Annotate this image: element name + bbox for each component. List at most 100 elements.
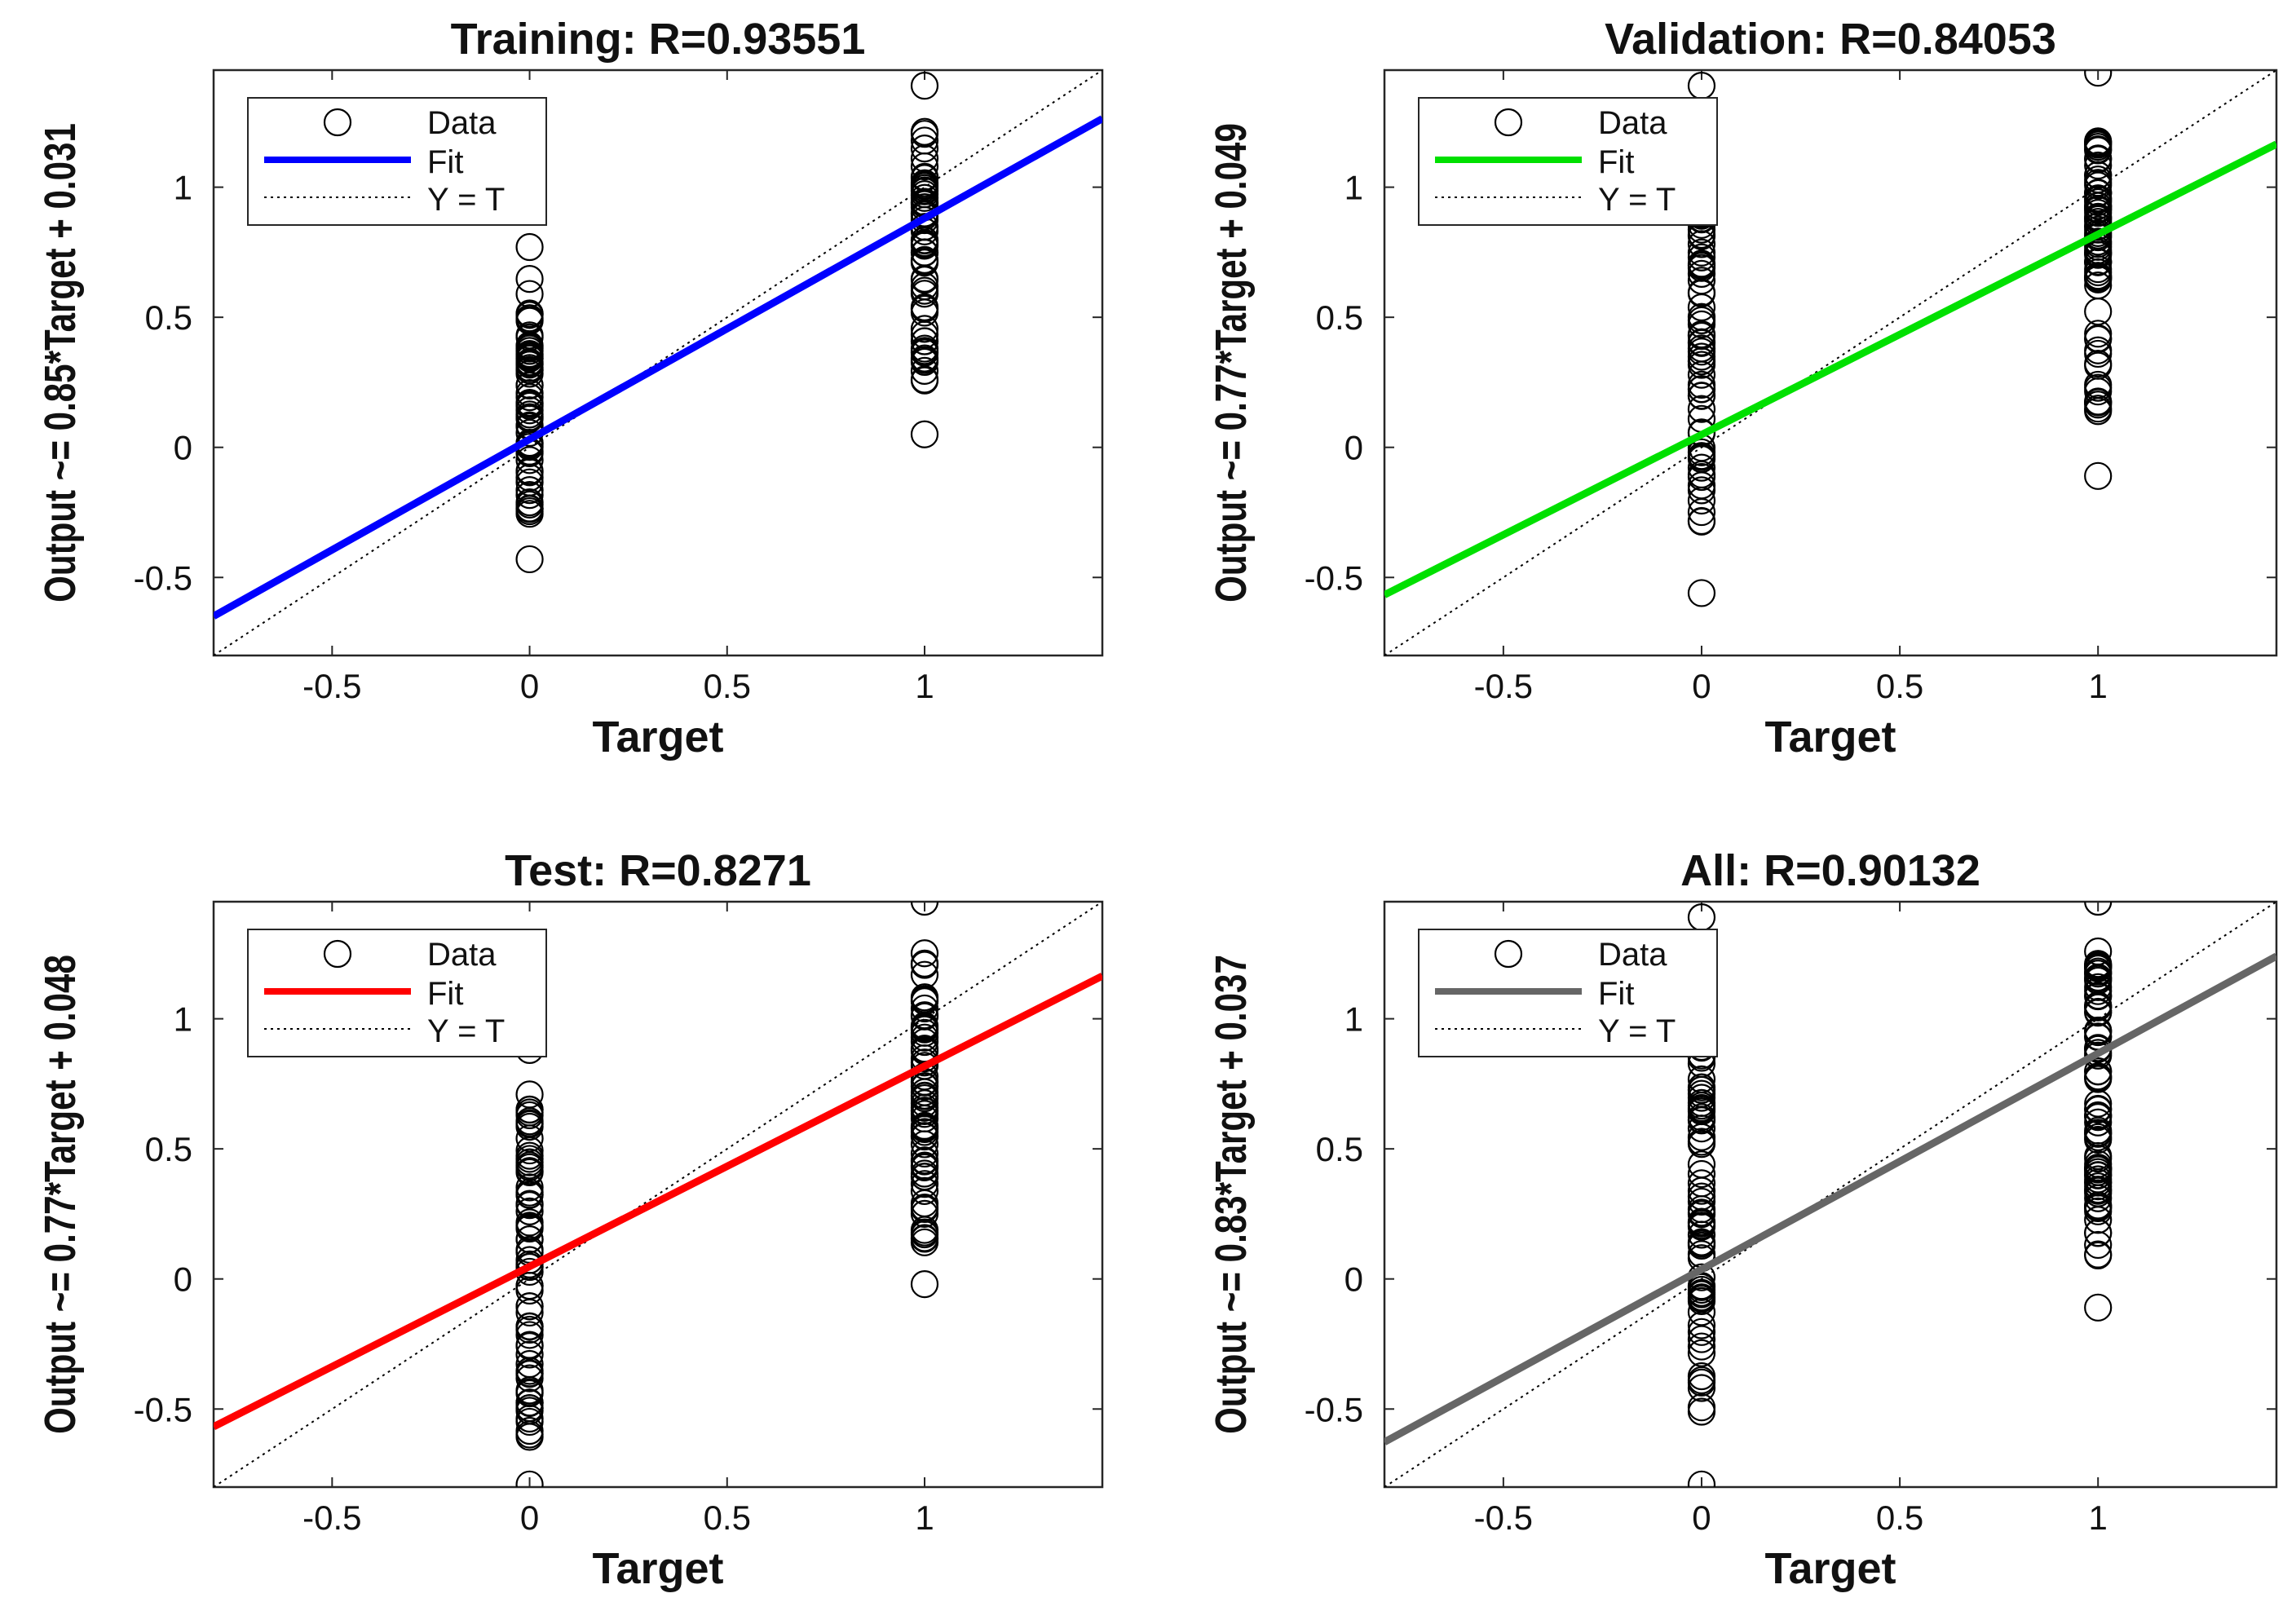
x-tick-label: 0.5 (704, 667, 751, 705)
data-point (515, 1197, 544, 1225)
data-point (2084, 370, 2113, 399)
data-point (910, 344, 939, 373)
y-tick-label: 1 (1344, 169, 1363, 207)
data-point (515, 1141, 544, 1170)
chart-title: Training: R=0.93551 (451, 15, 866, 64)
data-point (1687, 460, 1716, 489)
legend-label-data: Data (427, 105, 497, 141)
data-point (910, 1189, 939, 1218)
data-point (2084, 186, 2113, 214)
data-series-2 (2084, 902, 2113, 1322)
y-axis-label: Output ~= 0.83*Target + 0.037 (1207, 955, 1256, 1434)
y-tick-label: -0.5 (134, 1390, 192, 1428)
data-point (910, 280, 939, 308)
legend-label-fit: Fit (427, 144, 463, 180)
data-point (910, 135, 939, 163)
data-point (2084, 179, 2113, 208)
data-point (910, 169, 939, 197)
y-tick-label: 1 (1344, 1000, 1363, 1039)
x-tick-label: 0 (520, 1498, 539, 1537)
legend-label-identity: Y = T (1598, 182, 1676, 218)
data-point (515, 1181, 544, 1209)
data-point (2084, 161, 2113, 189)
y-axis-label: Output ~= 0.77*Target + 0.049 (1207, 123, 1256, 602)
identity-line (214, 902, 1102, 1487)
y-tick-label: 0.5 (145, 1130, 192, 1168)
chart-title: All: R=0.90132 (1680, 846, 1980, 895)
x-tick-label: 1 (915, 667, 934, 705)
data-point (2084, 937, 2113, 966)
x-tick-label: 1 (2089, 1498, 2108, 1537)
data-point (2084, 1240, 2113, 1269)
data-point (515, 1376, 544, 1405)
x-tick-label: 0.5 (704, 1498, 751, 1537)
data-point (910, 1072, 939, 1101)
data-point (1687, 1339, 1716, 1367)
data-point (2084, 1065, 2113, 1093)
x-axis-label: Target (1764, 1544, 1896, 1593)
data-point (910, 238, 939, 267)
data-point (910, 1218, 939, 1247)
x-tick-label: -0.5 (1474, 1498, 1533, 1537)
data-point (2084, 1230, 2113, 1260)
data-point (910, 1170, 939, 1198)
data-point (1687, 1075, 1716, 1104)
data-point (1687, 342, 1716, 371)
data-point (910, 120, 939, 148)
data-point (2084, 258, 2113, 287)
x-tick-label: 0 (1692, 1498, 1711, 1537)
data-point (515, 1112, 544, 1141)
data-point (515, 347, 544, 377)
data-point (2084, 336, 2113, 364)
data-point (515, 1214, 544, 1242)
legend-label-fit: Fit (1598, 144, 1634, 180)
data-point (1687, 579, 1716, 607)
data-point (1687, 1169, 1716, 1198)
data-point (2084, 1293, 2113, 1322)
x-axis-label: Target (592, 713, 723, 761)
data-point (2084, 248, 2113, 276)
y-tick-label: 0 (1344, 1260, 1363, 1299)
data-point (1687, 1207, 1716, 1236)
chart-title: Test: R=0.8271 (505, 846, 811, 895)
data-point (910, 939, 939, 968)
data-point (1687, 334, 1716, 363)
y-tick-label: 0 (174, 1260, 192, 1299)
data-point (1687, 375, 1716, 404)
data-point (1687, 1092, 1716, 1120)
data-point (1687, 259, 1716, 288)
data-point (515, 1225, 544, 1254)
legend-data-marker (1494, 939, 1523, 969)
x-tick-label: 0 (520, 667, 539, 705)
x-tick-label: 1 (915, 1498, 934, 1537)
data-point (515, 1388, 544, 1417)
data-point (515, 390, 544, 418)
data-point (1687, 395, 1716, 423)
data-point (2084, 982, 2113, 1010)
data-point (1687, 1150, 1716, 1179)
data-point (1687, 243, 1716, 271)
data-point (515, 378, 544, 408)
data-point (1687, 476, 1716, 505)
identity-line (1384, 902, 2276, 1487)
y-tick-label: 1 (174, 169, 192, 207)
data-point (910, 266, 939, 294)
data-point (910, 176, 939, 205)
data-point (2084, 127, 2113, 156)
data-point (2084, 1119, 2113, 1147)
data-point (515, 1315, 544, 1344)
data-point (1687, 230, 1716, 258)
y-tick-label: 1 (174, 1000, 192, 1039)
data-point (2084, 1206, 2113, 1234)
x-tick-label: 0.5 (1876, 1498, 1923, 1537)
data-point (515, 301, 544, 329)
data-point (2084, 1153, 2113, 1182)
data-point (2084, 1101, 2113, 1130)
data-point (2084, 70, 2113, 87)
fit-line (214, 115, 1102, 620)
data-point (910, 72, 939, 100)
legend-label-data: Data (1598, 937, 1667, 973)
legend-label-identity: Y = T (427, 1013, 505, 1049)
